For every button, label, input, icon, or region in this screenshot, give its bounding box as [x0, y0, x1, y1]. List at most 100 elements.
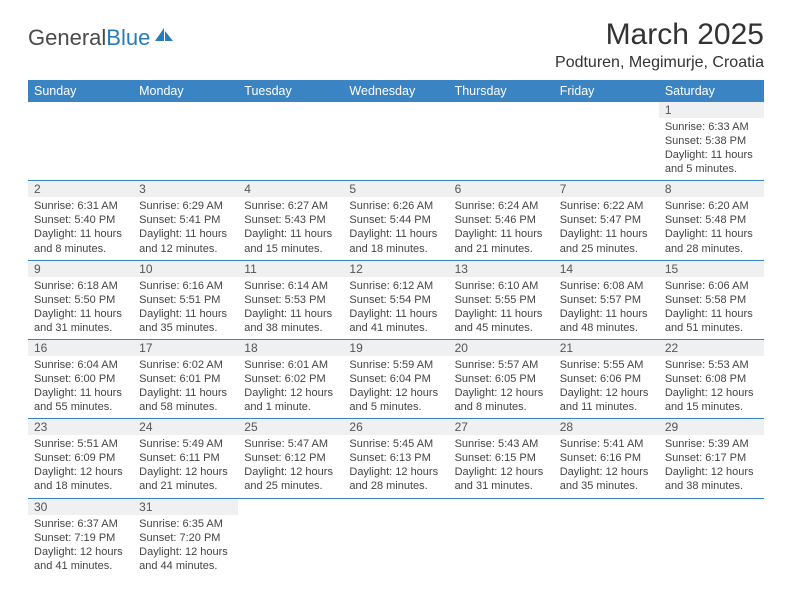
day-number: 7: [554, 181, 659, 197]
sunset-text: Sunset: 5:46 PM: [455, 213, 548, 227]
sunset-text: Sunset: 6:12 PM: [244, 451, 337, 465]
sunset-text: Sunset: 5:55 PM: [455, 293, 548, 307]
sail-icon: [153, 24, 175, 50]
day-details: Sunrise: 6:35 AMSunset: 7:20 PMDaylight:…: [133, 515, 238, 577]
weekday-header: Thursday: [449, 80, 554, 102]
day-number: 27: [449, 419, 554, 435]
sunset-text: Sunset: 7:19 PM: [34, 531, 127, 545]
sunset-text: Sunset: 5:38 PM: [665, 134, 758, 148]
day-number: 1: [659, 102, 764, 118]
daylight-text: Daylight: 11 hours and 15 minutes.: [244, 227, 337, 255]
daylight-text: Daylight: 11 hours and 25 minutes.: [560, 227, 653, 255]
day-number: 26: [343, 419, 448, 435]
day-details: Sunrise: 6:24 AMSunset: 5:46 PMDaylight:…: [449, 197, 554, 259]
calendar-cell: [554, 102, 659, 181]
sunrise-text: Sunrise: 6:01 AM: [244, 358, 337, 372]
day-details: Sunrise: 6:33 AMSunset: 5:38 PMDaylight:…: [659, 118, 764, 180]
day-details: Sunrise: 5:45 AMSunset: 6:13 PMDaylight:…: [343, 435, 448, 497]
calendar-row: 30Sunrise: 6:37 AMSunset: 7:19 PMDayligh…: [28, 498, 764, 577]
day-details: Sunrise: 5:51 AMSunset: 6:09 PMDaylight:…: [28, 435, 133, 497]
sunrise-text: Sunrise: 5:39 AM: [665, 437, 758, 451]
calendar-cell: [343, 102, 448, 181]
daylight-text: Daylight: 12 hours and 44 minutes.: [139, 545, 232, 573]
day-number: 19: [343, 340, 448, 356]
sunset-text: Sunset: 5:51 PM: [139, 293, 232, 307]
daylight-text: Daylight: 11 hours and 58 minutes.: [139, 386, 232, 414]
sunrise-text: Sunrise: 6:35 AM: [139, 517, 232, 531]
sunrise-text: Sunrise: 6:20 AM: [665, 199, 758, 213]
sunset-text: Sunset: 5:47 PM: [560, 213, 653, 227]
day-details: Sunrise: 6:37 AMSunset: 7:19 PMDaylight:…: [28, 515, 133, 577]
day-number: 3: [133, 181, 238, 197]
day-number: 29: [659, 419, 764, 435]
sunrise-text: Sunrise: 6:06 AM: [665, 279, 758, 293]
title-block: March 2025 Podturen, Megimurje, Croatia: [555, 18, 764, 72]
sunset-text: Sunset: 6:02 PM: [244, 372, 337, 386]
sunrise-text: Sunrise: 5:55 AM: [560, 358, 653, 372]
daylight-text: Daylight: 11 hours and 21 minutes.: [455, 227, 548, 255]
calendar-cell: 3Sunrise: 6:29 AMSunset: 5:41 PMDaylight…: [133, 181, 238, 260]
sunset-text: Sunset: 7:20 PM: [139, 531, 232, 545]
calendar-cell: [659, 498, 764, 577]
calendar-row: 1Sunrise: 6:33 AMSunset: 5:38 PMDaylight…: [28, 102, 764, 181]
calendar-cell: [554, 498, 659, 577]
calendar-cell: 17 Sunrise: 6:02 AMSunset: 6:01 PMDayligh…: [133, 339, 238, 418]
calendar-table: SundayMondayTuesdayWednesdayThursdayFrid…: [28, 80, 764, 577]
calendar-cell: 27Sunrise: 5:43 AMSunset: 6:15 PMDayligh…: [449, 419, 554, 498]
day-number: 5: [343, 181, 448, 197]
weekday-header-row: SundayMondayTuesdayWednesdayThursdayFrid…: [28, 80, 764, 102]
day-number: 4: [238, 181, 343, 197]
sunset-text: Sunset: 5:53 PM: [244, 293, 337, 307]
calendar-cell: 13Sunrise: 6:10 AMSunset: 5:55 PMDayligh…: [449, 260, 554, 339]
sunset-text: Sunset: 6:11 PM: [139, 451, 232, 465]
day-details: Sunrise: 6:14 AMSunset: 5:53 PMDaylight:…: [238, 277, 343, 339]
weekday-header: Monday: [133, 80, 238, 102]
day-number: 31: [133, 499, 238, 515]
sunrise-text: Sunrise: 6:16 AM: [139, 279, 232, 293]
daylight-text: Daylight: 12 hours and 8 minutes.: [455, 386, 548, 414]
sunrise-text: Sunrise: 6:02 AM: [139, 358, 232, 372]
sunset-text: Sunset: 6:01 PM: [139, 372, 232, 386]
sunrise-text: Sunrise: 6:37 AM: [34, 517, 127, 531]
sunset-text: Sunset: 5:40 PM: [34, 213, 127, 227]
daylight-text: Daylight: 11 hours and 48 minutes.: [560, 307, 653, 335]
sunrise-text: Sunrise: 5:57 AM: [455, 358, 548, 372]
day-number: 8: [659, 181, 764, 197]
calendar-row: 9Sunrise: 6:18 AMSunset: 5:50 PMDaylight…: [28, 260, 764, 339]
sunrise-text: Sunrise: 6:14 AM: [244, 279, 337, 293]
sunrise-text: Sunrise: 5:59 AM: [349, 358, 442, 372]
day-number: 20: [449, 340, 554, 356]
daylight-text: Daylight: 11 hours and 55 minutes.: [34, 386, 127, 414]
sunrise-text: Sunrise: 6:31 AM: [34, 199, 127, 213]
day-number: 9: [28, 261, 133, 277]
daylight-text: Daylight: 12 hours and 5 minutes.: [349, 386, 442, 414]
day-number: 28: [554, 419, 659, 435]
daylight-text: Daylight: 12 hours and 18 minutes.: [34, 465, 127, 493]
calendar-cell: 29Sunrise: 5:39 AMSunset: 6:17 PMDayligh…: [659, 419, 764, 498]
sunset-text: Sunset: 5:58 PM: [665, 293, 758, 307]
day-number: 15: [659, 261, 764, 277]
header: GeneralBlue March 2025 Podturen, Megimur…: [28, 18, 764, 72]
calendar-cell: 24Sunrise: 5:49 AMSunset: 6:11 PMDayligh…: [133, 419, 238, 498]
calendar-cell: [343, 498, 448, 577]
calendar-row: 23Sunrise: 5:51 AMSunset: 6:09 PMDayligh…: [28, 419, 764, 498]
sunrise-text: Sunrise: 6:22 AM: [560, 199, 653, 213]
daylight-text: Daylight: 12 hours and 41 minutes.: [34, 545, 127, 573]
day-details: Sunrise: 6:12 AMSunset: 5:54 PMDaylight:…: [343, 277, 448, 339]
calendar-cell: 30Sunrise: 6:37 AMSunset: 7:19 PMDayligh…: [28, 498, 133, 577]
calendar-row: 2Sunrise: 6:31 AMSunset: 5:40 PMDaylight…: [28, 181, 764, 260]
calendar-cell: 2Sunrise: 6:31 AMSunset: 5:40 PMDaylight…: [28, 181, 133, 260]
sunset-text: Sunset: 6:13 PM: [349, 451, 442, 465]
day-number: 17: [133, 340, 238, 356]
day-number: 12: [343, 261, 448, 277]
day-details: Sunrise: 6:10 AMSunset: 5:55 PMDaylight:…: [449, 277, 554, 339]
sunset-text: Sunset: 6:00 PM: [34, 372, 127, 386]
calendar-cell: 25Sunrise: 5:47 AMSunset: 6:12 PMDayligh…: [238, 419, 343, 498]
sunset-text: Sunset: 6:05 PM: [455, 372, 548, 386]
day-details: Sunrise: 6:18 AMSunset: 5:50 PMDaylight:…: [28, 277, 133, 339]
sunset-text: Sunset: 5:48 PM: [665, 213, 758, 227]
day-number: 23: [28, 419, 133, 435]
calendar-cell: 10Sunrise: 6:16 AMSunset: 5:51 PMDayligh…: [133, 260, 238, 339]
daylight-text: Daylight: 11 hours and 8 minutes.: [34, 227, 127, 255]
sunset-text: Sunset: 6:15 PM: [455, 451, 548, 465]
